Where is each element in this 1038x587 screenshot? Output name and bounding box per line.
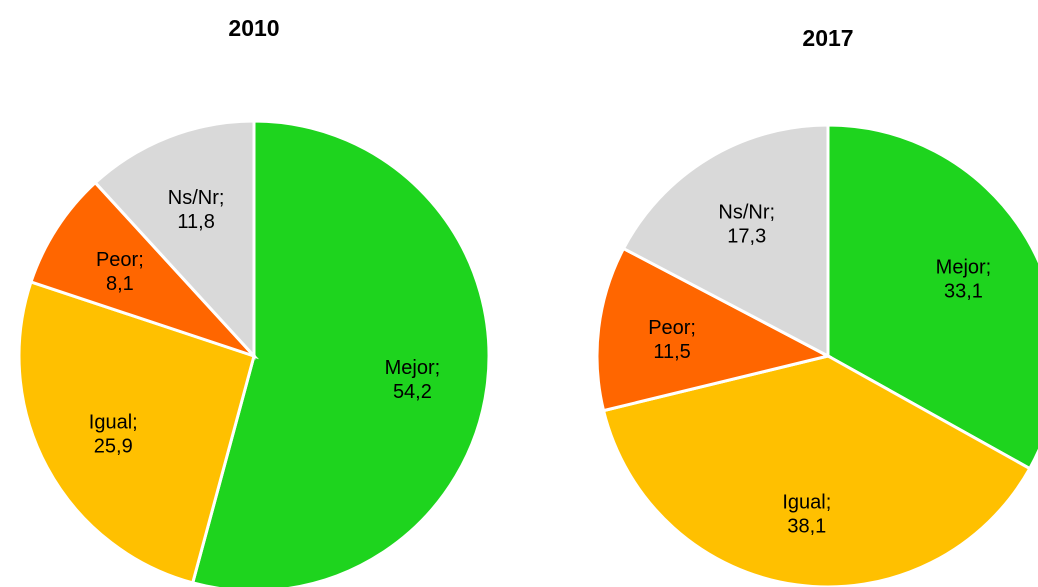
- label-category: Peor;: [96, 249, 144, 271]
- pie-slice: [93, 119, 256, 360]
- label-value: 8,1: [106, 273, 134, 295]
- data-label: Mejor; 54,2: [385, 357, 441, 403]
- label-category: Mejor;: [385, 357, 441, 379]
- label-value: 33,1: [944, 280, 983, 302]
- data-label: Ns/Nr; 11,8: [168, 187, 225, 233]
- label-value: 11,8: [177, 211, 214, 233]
- label-value: 54,2: [393, 381, 432, 403]
- data-label: Ns/Nr; 17,3: [718, 202, 775, 248]
- pie-slice: [621, 123, 830, 359]
- data-label: Igual; 38,1: [782, 492, 831, 538]
- data-label: Peor; 11,5: [648, 317, 696, 363]
- label-category: Ns/Nr;: [168, 187, 225, 209]
- data-label: Mejor; 33,1: [936, 256, 992, 302]
- label-category: Ns/Nr;: [718, 202, 775, 224]
- label-value: 11,5: [653, 341, 690, 363]
- label-category: Igual;: [782, 492, 831, 514]
- label-category: Mejor;: [936, 256, 992, 278]
- chart-title: 2017: [802, 25, 853, 51]
- chart-title: 2010: [228, 15, 279, 41]
- pie-slice: [595, 246, 833, 413]
- pie-slice: [17, 280, 256, 585]
- data-label: Igual; 25,9: [89, 412, 138, 458]
- pie-slice: [29, 180, 260, 360]
- pie-slice: [190, 119, 491, 587]
- data-label: Peor; 8,1: [96, 249, 144, 295]
- pie-slice: [826, 123, 1038, 471]
- label-value: 38,1: [787, 516, 826, 538]
- pie-slice: [601, 354, 1032, 587]
- label-category: Peor;: [648, 317, 696, 339]
- label-value: 25,9: [94, 436, 133, 458]
- label-category: Igual;: [89, 412, 138, 434]
- label-value: 17,3: [727, 226, 766, 248]
